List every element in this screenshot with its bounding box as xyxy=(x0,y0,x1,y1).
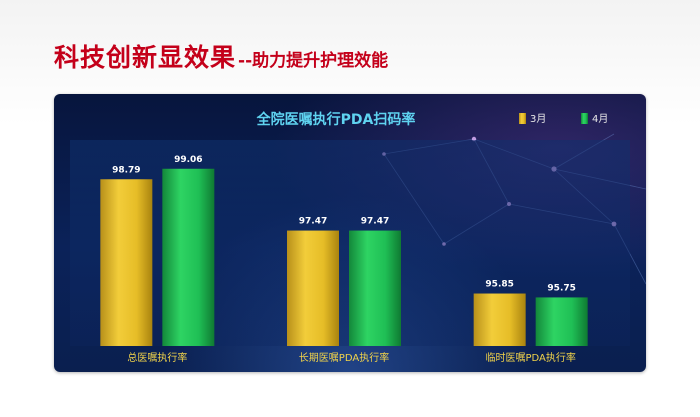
value-label-april-2: 95.75 xyxy=(547,283,575,293)
slide-title-subtitle: --助力提升护理效能 xyxy=(238,51,389,71)
bar-march-0 xyxy=(100,179,153,346)
legend-label-april: 4月 xyxy=(592,113,608,125)
category-label-0: 总医嘱执行率 xyxy=(127,351,187,364)
legend: 3月 4月 xyxy=(519,113,608,125)
bar-march-1 xyxy=(287,230,339,346)
value-label-april-0: 99.06 xyxy=(174,155,202,165)
chart-panel: 全院医嘱执行PDA扫码率 3月 4月 98.79 99.06 97.47 97.47 9… xyxy=(54,94,646,372)
chart-title: 全院医嘱执行PDA扫码率 xyxy=(256,111,416,128)
bar-march-2 xyxy=(473,293,526,346)
value-label-april-1: 97.47 xyxy=(361,217,389,227)
category-label-1: 长期医嘱PDA执行率 xyxy=(299,351,389,364)
legend-swatch-april xyxy=(581,113,588,124)
value-label-march-1: 97.47 xyxy=(299,217,327,227)
bar-april-1 xyxy=(349,230,401,346)
category-label-2: 临时医嘱PDA执行率 xyxy=(485,351,575,364)
bar-april-0 xyxy=(162,168,215,346)
category-labels-layer: 总医嘱执行率 长期医嘱PDA执行率 临时医嘱PDA执行率 xyxy=(127,351,576,364)
slide-title-main: 科技创新显效果 xyxy=(54,43,237,72)
value-label-march-0: 98.79 xyxy=(112,165,140,175)
value-labels-layer: 98.79 99.06 97.47 97.47 95.85 95.75 xyxy=(112,155,576,294)
legend-label-march: 3月 xyxy=(530,113,546,125)
value-label-march-2: 95.85 xyxy=(485,280,513,290)
bar-april-2 xyxy=(535,297,588,346)
bars-layer xyxy=(100,168,588,346)
slide-title: 科技创新显效果 --助力提升护理效能 xyxy=(54,38,388,78)
legend-swatch-march xyxy=(519,113,526,124)
